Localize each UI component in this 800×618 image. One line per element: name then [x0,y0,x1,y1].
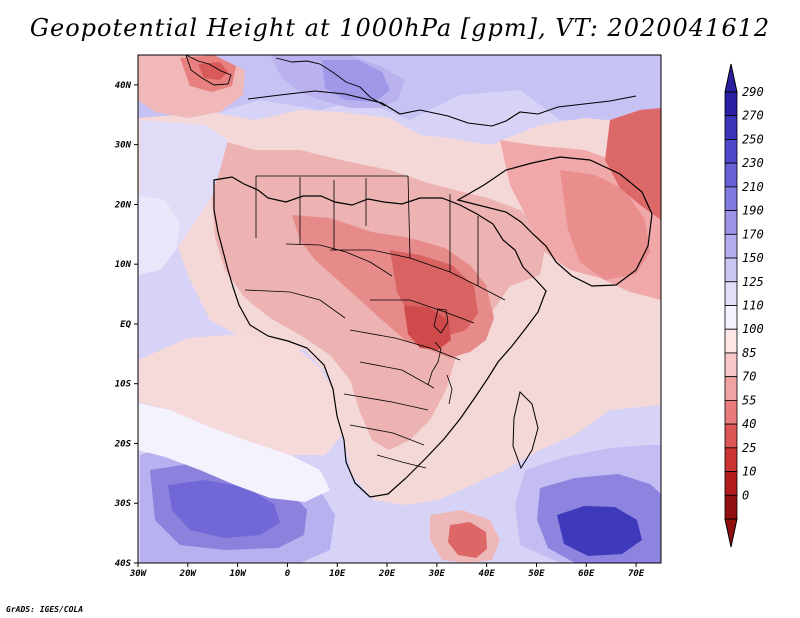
iberia-coastline [185,55,232,86]
legend-level-label: 0 [742,488,749,502]
legend-color-box [724,257,738,283]
x-tick-label: 50E [528,569,545,579]
southeast-center [557,506,642,556]
legend-boxes [724,91,738,520]
x-tick-label: 10W [229,569,247,579]
footer-credit: GrADS: IGES/COLA [6,605,84,614]
legend-color-box [724,376,738,401]
africa-coastline [213,176,547,498]
great-lakes-core [404,306,451,350]
x-tick-label: 20W [179,569,198,579]
y-tick-label: 10N [115,260,132,270]
legend-level-label: 125 [742,275,764,289]
legend-color-box [724,494,738,520]
y-tick-label: 10S [115,380,132,390]
arabian-coastline [456,156,653,287]
y-tick-label: 40N [115,81,132,91]
x-tick-label: 30W [129,569,148,579]
legend-level-label: 40 [742,417,756,431]
legend-color-box [724,186,738,212]
lake-malawi [446,374,453,405]
y-tick-label: 40S [115,559,132,569]
southern-europe-coastline [275,57,386,107]
legend-level-label: 210 [742,180,764,194]
legend-level-label: 170 [742,227,764,241]
x-tick-label: 10E [329,569,346,579]
legend-color-box [724,91,738,117]
arabian-core [560,170,650,280]
cape-low-core [448,522,487,558]
mediterranean-coastline [247,90,637,127]
legend-level-label: 25 [742,441,756,455]
legend-color-box [724,352,738,378]
mediterranean-core [322,60,390,102]
transition-band [138,403,330,502]
legend-level-label: 100 [742,322,764,336]
legend-color-box [724,471,738,496]
northeast-low [605,108,661,220]
legend-level-label: 270 [742,109,764,123]
legend-level-label: 55 [742,393,756,407]
legend-bottom-arrow [724,518,738,548]
legend-color-box [724,281,738,306]
legend-color-box [724,139,738,164]
x-tick-label: 60E [578,569,595,579]
southern-atlantic-warm-field [138,334,343,455]
legend-color-box [724,233,738,259]
legend-color-box [724,210,738,235]
legend-level-label: 85 [742,346,756,360]
legend-level-label: 70 [742,370,756,384]
x-tick-label: 20E [378,569,396,579]
legend-level-label: 250 [742,132,764,146]
legend-color-box [724,162,738,188]
map-title: Geopotential Height at 1000hPa [gpm], VT… [29,14,771,42]
west-coast-light-field [138,195,180,275]
y-tick-label: 30N [114,141,132,151]
azores-center [198,62,228,80]
legend-level-label: 110 [742,299,764,313]
x-tick-label: 30E [428,569,446,579]
legend-level-label: 10 [742,465,756,479]
southwest-center [168,480,280,538]
x-tick-label: 0 [285,569,291,579]
lake-tanganyika [427,341,442,386]
legend-color-box [724,399,738,425]
legend-color-box [724,423,738,449]
lake-victoria [433,308,449,334]
y-tick-label: EQ [120,320,131,330]
x-tick-label: 70E [628,569,645,579]
map-ticks: 30W 20W 10W 0 10E 20E 30E 40E 50E 60E 70E 40N 30N 20N… [114,81,645,579]
y-tick-label: 30S [114,499,132,509]
madagascar-coastline [512,391,539,470]
legend-color-box [724,305,738,330]
y-tick-label: 20S [114,439,132,449]
legend-color-box [724,328,738,354]
colorbar: 2902702502302101901701501251101008570554… [724,63,764,548]
legend-color-box [724,115,738,140]
country-borders [244,175,506,469]
legend-level-label: 230 [742,156,764,170]
legend-level-label: 290 [742,85,764,99]
map-panel [137,54,662,564]
legend-top-arrow [724,63,738,93]
legend-labels: 2902702502302101901701501251101008570554… [742,85,764,502]
y-tick-label: 20N [114,200,132,210]
legend-color-box [724,447,738,472]
legend-level-label: 150 [742,251,764,265]
x-tick-label: 40E [479,569,496,579]
legend-level-label: 190 [742,204,764,218]
map-frame [137,54,662,564]
